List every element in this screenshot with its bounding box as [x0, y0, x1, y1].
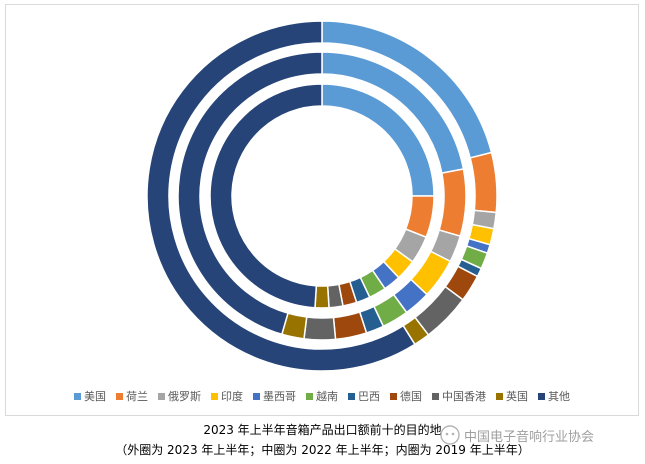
legend-swatch [158, 392, 165, 400]
legend: 美国 荷兰 俄罗斯 印度 墨西哥 越南 巴西 德国 中国香港 英国 其他 [6, 388, 638, 404]
legend-item: 美国 [74, 388, 106, 404]
legend-label: 巴西 [358, 390, 380, 403]
legend-swatch [306, 392, 313, 400]
legend-swatch [116, 392, 123, 400]
legend-label: 英国 [506, 390, 528, 403]
legend-label: 墨西哥 [263, 390, 296, 403]
legend-item: 越南 [306, 388, 338, 404]
legend-swatch [432, 392, 439, 400]
legend-swatch [211, 392, 218, 400]
legend-item: 巴西 [348, 388, 380, 404]
legend-item: 印度 [211, 388, 243, 404]
legend-swatch [390, 392, 397, 400]
slice-outer-10 [146, 20, 416, 372]
slice-middle-10 [177, 51, 323, 336]
chart-frame: 美国 荷兰 俄罗斯 印度 墨西哥 越南 巴西 德国 中国香港 英国 其他 [5, 4, 639, 416]
wechat-logo-icon [440, 425, 460, 445]
slice-middle-8 [303, 316, 337, 341]
legend-item: 其他 [538, 388, 570, 404]
slice-inner-9 [314, 285, 330, 309]
slice-middle-7 [332, 311, 368, 341]
legend-swatch [538, 392, 545, 400]
legend-swatch [496, 392, 503, 400]
legend-item: 英国 [496, 388, 528, 404]
legend-label: 越南 [316, 390, 338, 403]
legend-item: 中国香港 [432, 388, 486, 404]
legend-label: 印度 [221, 390, 243, 403]
legend-item: 俄罗斯 [158, 388, 201, 404]
slice-middle-1 [438, 168, 467, 238]
legend-label: 荷兰 [126, 390, 148, 403]
legend-swatch [74, 392, 81, 400]
legend-item: 荷兰 [116, 388, 148, 404]
chart-subtitle: （外圈为 2023 年上半年；中圈为 2022 年上半年；内圈为 2019 年上… [115, 443, 530, 457]
legend-label: 美国 [84, 390, 106, 403]
watermark: 中国电子音响行业协会 [440, 425, 594, 445]
legend-item: 墨西哥 [253, 388, 296, 404]
watermark-text: 中国电子音响行业协会 [464, 429, 595, 445]
legend-swatch [253, 392, 260, 400]
chart-title: 2023 年上半年音箱产品出口额前十的目的地 [203, 423, 442, 437]
slice-outer-1 [469, 151, 498, 214]
legend-swatch [348, 392, 355, 400]
slice-inner-10 [209, 83, 323, 309]
legend-label: 俄罗斯 [168, 390, 201, 403]
legend-label: 德国 [400, 390, 422, 403]
legend-label: 中国香港 [442, 390, 486, 403]
donut-chart [146, 20, 498, 372]
legend-item: 德国 [390, 388, 422, 404]
legend-label: 其他 [548, 390, 570, 403]
